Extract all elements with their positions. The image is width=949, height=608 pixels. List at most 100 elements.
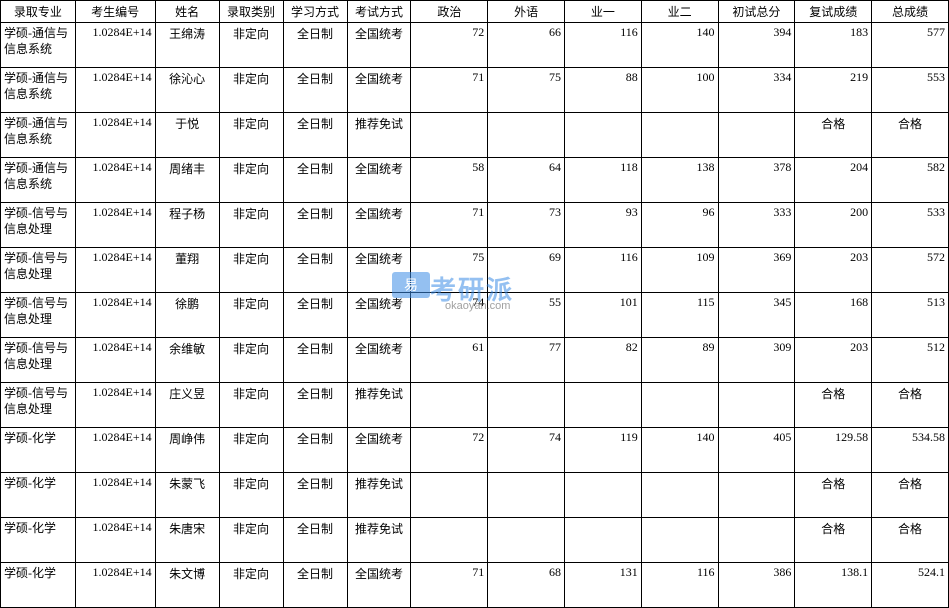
cell-sub1: 82: [565, 338, 642, 383]
cell-politics: 71: [411, 68, 488, 113]
cell-total: 533: [872, 203, 949, 248]
cell-foreign: [488, 473, 565, 518]
cell-id: 1.0284E+14: [75, 23, 155, 68]
cell-total: 512: [872, 338, 949, 383]
cell-total: 577: [872, 23, 949, 68]
cell-foreign: 77: [488, 338, 565, 383]
col-header-sub2: 业二: [641, 1, 718, 23]
cell-politics: 61: [411, 338, 488, 383]
cell-major: 学硕-信号与信息处理: [1, 338, 76, 383]
cell-id: 1.0284E+14: [75, 248, 155, 293]
cell-sub2: 140: [641, 428, 718, 473]
cell-prelim: [718, 473, 795, 518]
cell-exam: 推荐免试: [347, 383, 411, 428]
cell-total: 合格: [872, 518, 949, 563]
cell-name: 朱文博: [155, 563, 219, 608]
cell-name: 周峥伟: [155, 428, 219, 473]
cell-type: 非定向: [219, 473, 283, 518]
col-header-retest: 复试成绩: [795, 1, 872, 23]
cell-major: 学硕-通信与信息系统: [1, 68, 76, 113]
cell-sub2: 115: [641, 293, 718, 338]
col-header-type: 录取类别: [219, 1, 283, 23]
cell-exam: 全国统考: [347, 23, 411, 68]
cell-total: 合格: [872, 113, 949, 158]
cell-type: 非定向: [219, 518, 283, 563]
table-row: 学硕-化学1.0284E+14朱蒙飞非定向全日制推荐免试合格合格: [1, 473, 949, 518]
cell-prelim: 386: [718, 563, 795, 608]
cell-major: 学硕-通信与信息系统: [1, 23, 76, 68]
cell-id: 1.0284E+14: [75, 383, 155, 428]
cell-sub2: 109: [641, 248, 718, 293]
cell-exam: 全国统考: [347, 563, 411, 608]
cell-type: 非定向: [219, 113, 283, 158]
cell-retest: 合格: [795, 113, 872, 158]
cell-study: 全日制: [283, 383, 347, 428]
cell-foreign: [488, 518, 565, 563]
cell-id: 1.0284E+14: [75, 293, 155, 338]
header-row: 录取专业 考生编号 姓名 录取类别 学习方式 考试方式 政治 外语 业一 业二 …: [1, 1, 949, 23]
table-row: 学硕-化学1.0284E+14朱唐宋非定向全日制推荐免试合格合格: [1, 518, 949, 563]
cell-prelim: [718, 518, 795, 563]
cell-major: 学硕-通信与信息系统: [1, 158, 76, 203]
cell-major: 学硕-信号与信息处理: [1, 203, 76, 248]
cell-major: 学硕-通信与信息系统: [1, 113, 76, 158]
cell-politics: 75: [411, 248, 488, 293]
cell-retest: 203: [795, 248, 872, 293]
cell-foreign: [488, 383, 565, 428]
cell-study: 全日制: [283, 518, 347, 563]
cell-retest: 203: [795, 338, 872, 383]
cell-type: 非定向: [219, 158, 283, 203]
cell-study: 全日制: [283, 113, 347, 158]
cell-exam: 全国统考: [347, 68, 411, 113]
cell-study: 全日制: [283, 473, 347, 518]
cell-foreign: [488, 113, 565, 158]
cell-retest: 129.58: [795, 428, 872, 473]
cell-major: 学硕-化学: [1, 563, 76, 608]
col-header-exam: 考试方式: [347, 1, 411, 23]
table-row: 学硕-信号与信息处理1.0284E+14徐鹏非定向全日制全国统考74551011…: [1, 293, 949, 338]
cell-sub1: 131: [565, 563, 642, 608]
cell-retest: 219: [795, 68, 872, 113]
cell-sub2: 140: [641, 23, 718, 68]
cell-name: 周绪丰: [155, 158, 219, 203]
cell-name: 朱唐宋: [155, 518, 219, 563]
cell-type: 非定向: [219, 293, 283, 338]
cell-total: 524.1: [872, 563, 949, 608]
cell-politics: [411, 383, 488, 428]
cell-prelim: 334: [718, 68, 795, 113]
cell-sub1: 116: [565, 23, 642, 68]
cell-total: 合格: [872, 473, 949, 518]
cell-sub1: 88: [565, 68, 642, 113]
cell-prelim: 378: [718, 158, 795, 203]
cell-name: 董翔: [155, 248, 219, 293]
cell-sub2: [641, 473, 718, 518]
cell-sub2: [641, 113, 718, 158]
cell-sub1: [565, 383, 642, 428]
cell-sub2: 96: [641, 203, 718, 248]
cell-name: 程子杨: [155, 203, 219, 248]
cell-study: 全日制: [283, 68, 347, 113]
cell-total: 572: [872, 248, 949, 293]
table-row: 学硕-通信与信息系统1.0284E+14于悦非定向全日制推荐免试合格合格: [1, 113, 949, 158]
cell-politics: 72: [411, 428, 488, 473]
cell-major: 学硕-信号与信息处理: [1, 383, 76, 428]
cell-prelim: 333: [718, 203, 795, 248]
cell-sub2: [641, 383, 718, 428]
cell-exam: 全国统考: [347, 293, 411, 338]
col-header-study: 学习方式: [283, 1, 347, 23]
col-header-sub1: 业一: [565, 1, 642, 23]
col-header-major: 录取专业: [1, 1, 76, 23]
cell-total: 513: [872, 293, 949, 338]
cell-type: 非定向: [219, 23, 283, 68]
col-header-name: 姓名: [155, 1, 219, 23]
col-header-id: 考生编号: [75, 1, 155, 23]
cell-study: 全日制: [283, 203, 347, 248]
cell-type: 非定向: [219, 563, 283, 608]
cell-politics: 71: [411, 203, 488, 248]
cell-exam: 全国统考: [347, 203, 411, 248]
table-row: 学硕-通信与信息系统1.0284E+14王绵涛非定向全日制全国统考7266116…: [1, 23, 949, 68]
cell-total: 534.58: [872, 428, 949, 473]
cell-study: 全日制: [283, 563, 347, 608]
cell-sub1: 116: [565, 248, 642, 293]
cell-sub2: 89: [641, 338, 718, 383]
